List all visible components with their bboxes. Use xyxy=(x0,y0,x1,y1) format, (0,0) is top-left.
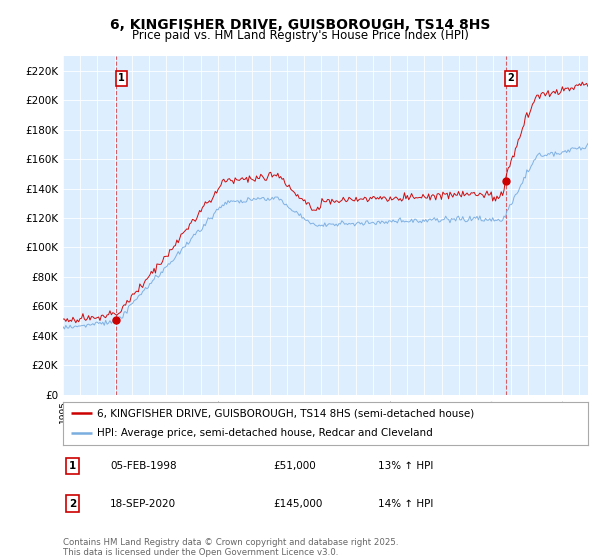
Text: Price paid vs. HM Land Registry's House Price Index (HPI): Price paid vs. HM Land Registry's House … xyxy=(131,29,469,42)
Text: 1: 1 xyxy=(118,73,125,83)
Text: £51,000: £51,000 xyxy=(273,461,316,472)
Text: 18-SEP-2020: 18-SEP-2020 xyxy=(110,498,176,508)
Text: 13% ↑ HPI: 13% ↑ HPI xyxy=(378,461,433,472)
Text: 14% ↑ HPI: 14% ↑ HPI xyxy=(378,498,433,508)
Text: HPI: Average price, semi-detached house, Redcar and Cleveland: HPI: Average price, semi-detached house,… xyxy=(97,428,433,438)
Text: 1: 1 xyxy=(69,461,76,472)
Text: 2: 2 xyxy=(69,498,76,508)
Text: 6, KINGFISHER DRIVE, GUISBOROUGH, TS14 8HS (semi-detached house): 6, KINGFISHER DRIVE, GUISBOROUGH, TS14 8… xyxy=(97,408,475,418)
Text: 6, KINGFISHER DRIVE, GUISBOROUGH, TS14 8HS: 6, KINGFISHER DRIVE, GUISBOROUGH, TS14 8… xyxy=(110,18,490,32)
Text: Contains HM Land Registry data © Crown copyright and database right 2025.
This d: Contains HM Land Registry data © Crown c… xyxy=(63,538,398,557)
Text: 05-FEB-1998: 05-FEB-1998 xyxy=(110,461,177,472)
Text: 2: 2 xyxy=(508,73,514,83)
Text: £145,000: £145,000 xyxy=(273,498,322,508)
